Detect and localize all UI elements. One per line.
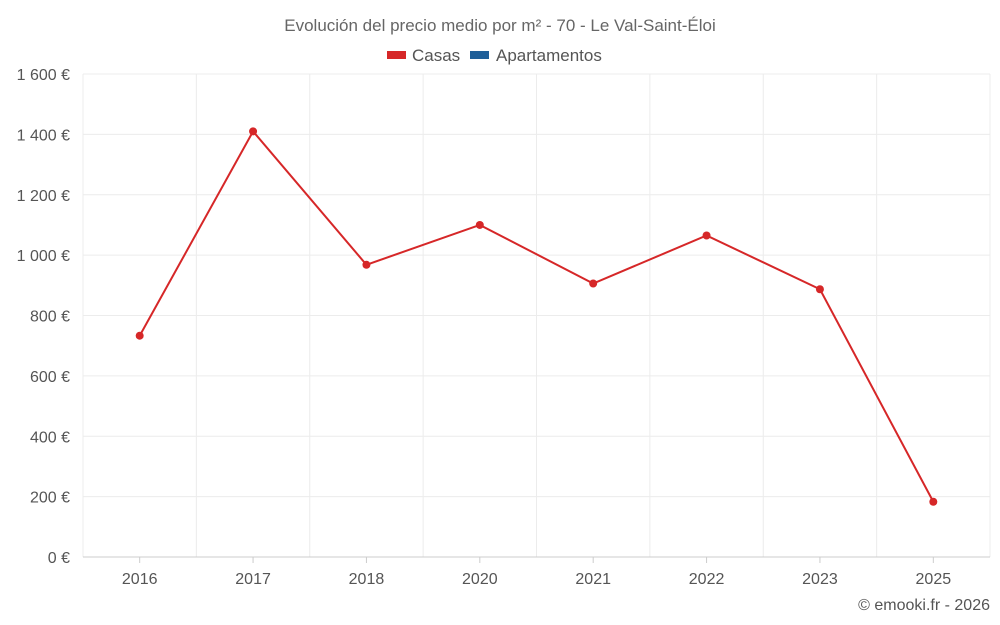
- legend: Casas Apartamentos: [387, 46, 602, 65]
- chart-title: Evolución del precio medio por m² - 70 -…: [284, 16, 716, 35]
- y-tick-label: 200 €: [30, 490, 70, 507]
- y-axis-ticks: 0 € 200 € 400 € 600 € 800 € 1 000 € 1 200 € 1 4…: [17, 67, 70, 567]
- y-tick-label: 1 600 €: [17, 67, 70, 84]
- y-tick-label: 400 €: [30, 429, 70, 446]
- legend-label-casas[interactable]: Casas: [412, 46, 460, 65]
- data-point-casas[interactable]: [475, 220, 484, 229]
- x-tick-label: 2025: [916, 571, 952, 588]
- x-tick-label: 2021: [575, 571, 611, 588]
- x-tick-label: 2020: [462, 571, 498, 588]
- y-tick-label: 1 000 €: [17, 248, 70, 265]
- series-line-casas[interactable]: [138, 129, 935, 503]
- x-tick-label: 2023: [802, 571, 838, 588]
- series-layer: [135, 127, 938, 506]
- x-axis-ticks: 2016 2017 2018 2020 2021 2022 2023 2025: [122, 557, 951, 588]
- y-tick-label: 0 €: [48, 550, 70, 567]
- x-tick-label: 2016: [122, 571, 158, 588]
- data-point-casas[interactable]: [702, 231, 711, 240]
- data-point-casas[interactable]: [929, 497, 938, 506]
- data-point-casas[interactable]: [362, 260, 371, 269]
- data-point-casas[interactable]: [815, 285, 824, 294]
- legend-swatch-apartamentos[interactable]: [470, 51, 489, 59]
- y-tick-label: 1 200 €: [17, 188, 70, 205]
- y-tick-label: 1 400 €: [17, 127, 70, 144]
- data-point-casas[interactable]: [589, 279, 598, 288]
- credit-text: © emooki.fr - 2026: [858, 597, 990, 614]
- y-tick-label: 600 €: [30, 369, 70, 386]
- legend-swatch-casas[interactable]: [387, 51, 406, 59]
- data-point-casas[interactable]: [135, 331, 144, 340]
- x-tick-label: 2022: [689, 571, 725, 588]
- x-tick-label: 2018: [349, 571, 385, 588]
- x-gridlines: [82, 74, 991, 557]
- y-tick-label: 800 €: [30, 309, 70, 326]
- x-tick-label: 2017: [235, 571, 271, 588]
- data-point-casas[interactable]: [249, 127, 258, 136]
- legend-label-apartamentos[interactable]: Apartamentos: [496, 46, 602, 65]
